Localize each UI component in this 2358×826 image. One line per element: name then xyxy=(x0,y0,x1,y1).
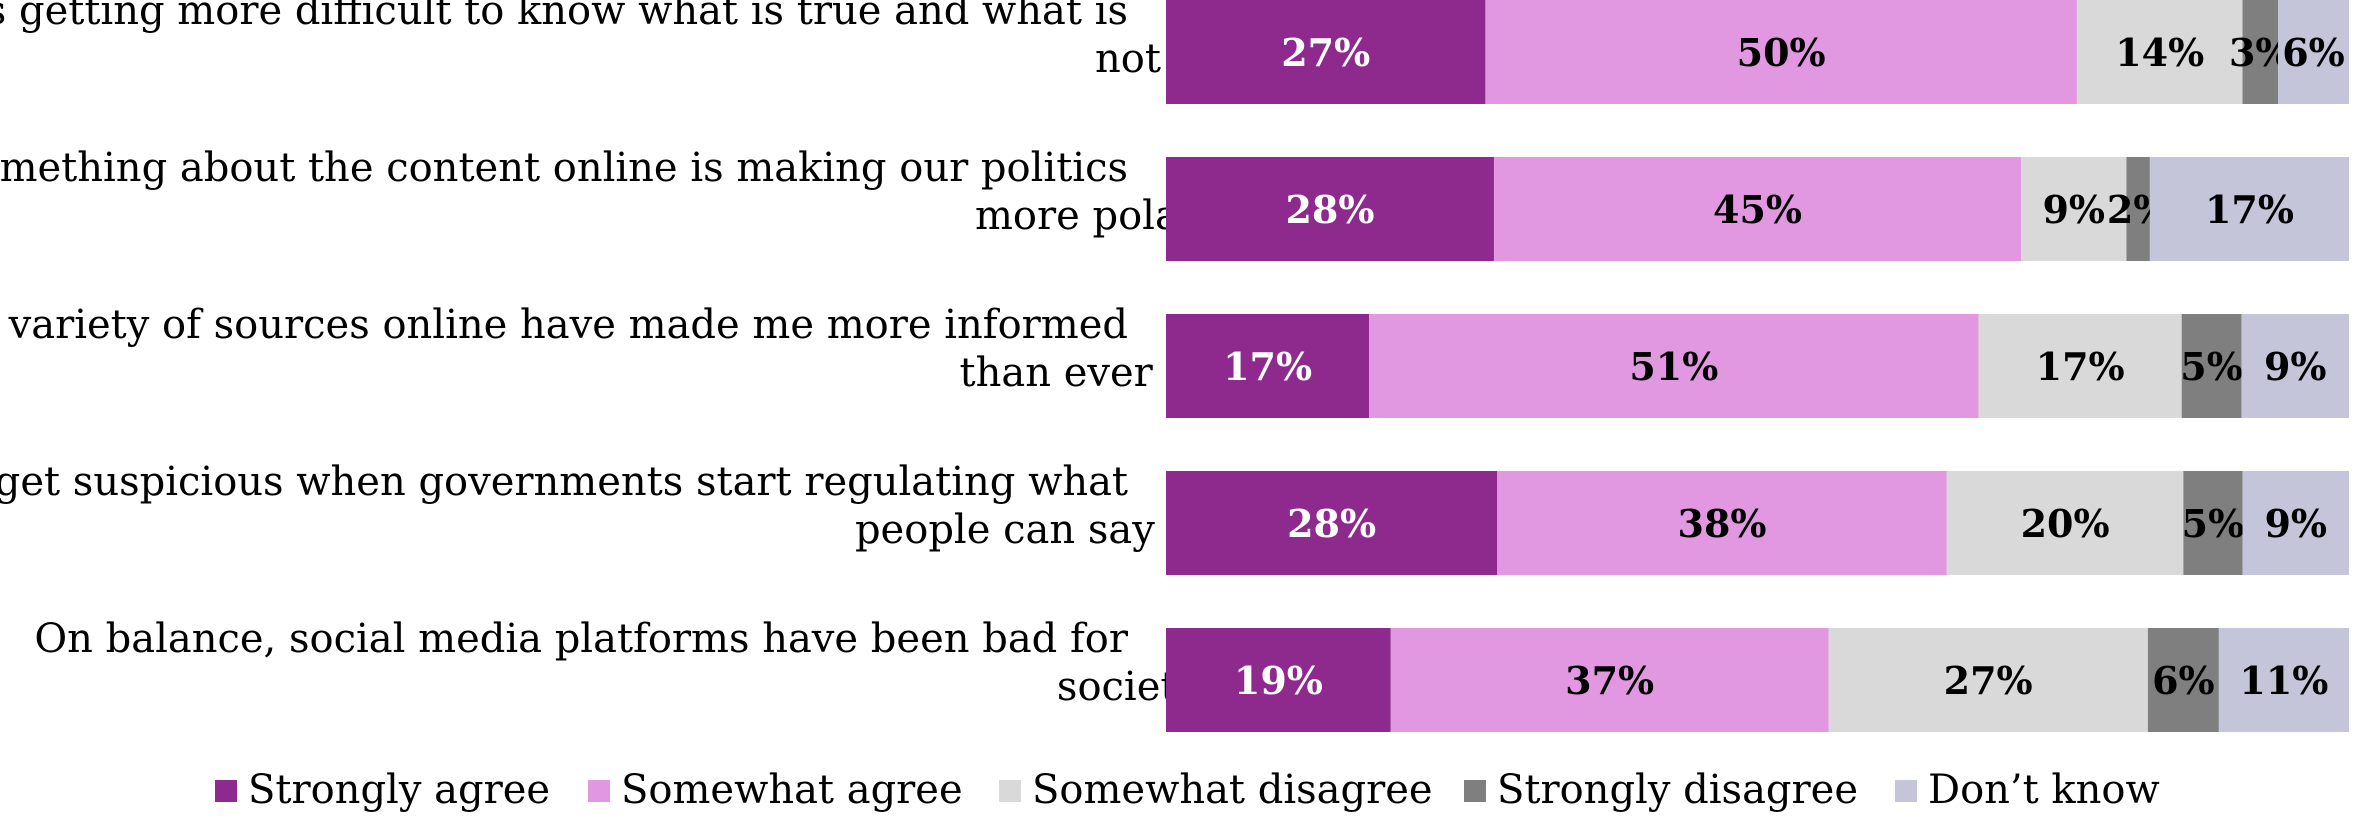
bar-row-4: I get suspicious when governments start … xyxy=(0,459,2349,575)
legend-label: Somewhat agree xyxy=(621,767,963,813)
data-label: 5% xyxy=(2182,501,2245,546)
bar-segment-strongly-agree xyxy=(1166,628,1391,732)
category-label-line: It’s getting more difficult to know what… xyxy=(0,0,1128,34)
legend-swatch xyxy=(588,780,610,802)
data-label: 17% xyxy=(2205,187,2294,232)
bar-segment-somewhat-disagree xyxy=(1978,314,2182,418)
bar-segment-strongly-agree xyxy=(1166,157,1494,261)
legend-item-somewhat-disagree: Somewhat disagree xyxy=(999,767,1433,813)
bar-segment-strongly-agree xyxy=(1166,0,1486,104)
category-label-line: The variety of sources online have made … xyxy=(0,302,1128,348)
data-label: 9% xyxy=(2264,344,2327,389)
data-label: 9% xyxy=(2042,187,2105,232)
legend-label: Don’t know xyxy=(1928,767,2160,813)
data-label: 28% xyxy=(1287,501,1376,546)
data-label: 38% xyxy=(1678,501,1767,546)
data-label: 50% xyxy=(1737,30,1826,75)
bar-segment-don-t-know xyxy=(2218,628,2349,732)
legend-swatch xyxy=(1464,780,1486,802)
data-label: 17% xyxy=(1223,344,1312,389)
bar-segment-don-t-know xyxy=(2149,157,2349,261)
legend-item-somewhat-agree: Somewhat agree xyxy=(588,767,963,813)
data-label: 45% xyxy=(1713,187,1802,232)
bar-row-2: Something about the content online is ma… xyxy=(0,145,2349,261)
legend-label: Strongly agree xyxy=(248,767,550,813)
bar-segment-somewhat-disagree xyxy=(2076,0,2243,104)
bar-segment-don-t-know xyxy=(2278,0,2349,104)
category-label-5: On balance, social media platforms have … xyxy=(34,616,1199,710)
data-label: 14% xyxy=(2115,30,2204,75)
data-label: 27% xyxy=(1944,658,2033,703)
category-label-1: It’s getting more difficult to know what… xyxy=(0,0,1161,82)
data-label: 11% xyxy=(2239,658,2328,703)
category-label-line: Something about the content online is ma… xyxy=(0,145,1128,191)
legend-label: Strongly disagree xyxy=(1497,767,1858,813)
bar-segment-somewhat-disagree xyxy=(1828,628,2148,732)
bar-segment-somewhat-agree xyxy=(1497,471,1947,575)
data-label: 9% xyxy=(2264,501,2327,546)
category-label-line: not xyxy=(1095,36,1161,82)
category-label-line: I get suspicious when governments start … xyxy=(0,459,1128,505)
bar-segment-strongly-disagree xyxy=(2181,314,2242,418)
bar-segment-strongly-agree xyxy=(1166,314,1370,418)
bar-segment-don-t-know xyxy=(2241,314,2349,418)
bar-row-1: It’s getting more difficult to know what… xyxy=(0,0,2349,104)
legend-swatch xyxy=(1895,780,1917,802)
data-label: 5% xyxy=(2180,344,2243,389)
data-label: 6% xyxy=(2282,30,2345,75)
bar-segment-don-t-know xyxy=(2242,471,2349,575)
legend-swatch xyxy=(215,780,237,802)
data-label: 19% xyxy=(1234,658,1323,703)
bar-segment-somewhat-disagree xyxy=(1946,471,2184,575)
bar-segment-somewhat-disagree xyxy=(2021,157,2127,261)
data-label: 28% xyxy=(1285,187,1374,232)
data-label: 17% xyxy=(2036,344,2125,389)
category-label-3: The variety of sources online have made … xyxy=(0,302,1296,396)
bar-segment-somewhat-agree xyxy=(1390,628,1829,732)
bar-row-3: The variety of sources online have made … xyxy=(0,302,2349,418)
legend: Strongly agree Somewhat agree Somewhat dis… xyxy=(215,767,2160,813)
category-label-2: Something about the content online is ma… xyxy=(0,145,1281,239)
legend-item-strongly-disagree: Strongly disagree xyxy=(1464,767,1858,813)
data-label: 20% xyxy=(2021,501,2110,546)
bar-segment-somewhat-agree xyxy=(1485,0,2077,104)
bar-segment-strongly-disagree xyxy=(2183,471,2243,575)
bar-segment-strongly-disagree xyxy=(2147,628,2219,732)
legend-item-strongly-agree: Strongly agree xyxy=(215,767,550,813)
legend-item-don-t-know: Don’t know xyxy=(1895,767,2160,813)
bar-segment-somewhat-agree xyxy=(1369,314,1979,418)
bar-row-5: On balance, social media platforms have … xyxy=(34,616,2349,732)
data-label: 51% xyxy=(1629,344,1718,389)
bar-segment-strongly-disagree xyxy=(2126,157,2150,261)
data-label: 6% xyxy=(2152,658,2215,703)
data-label: 37% xyxy=(1565,658,1654,703)
bar-segment-strongly-agree xyxy=(1166,471,1498,575)
data-label: 27% xyxy=(1281,30,1370,75)
legend-label: Somewhat disagree xyxy=(1032,767,1433,813)
chart-rows: It’s getting more difficult to know what… xyxy=(0,0,2349,732)
category-label-line: On balance, social media platforms have … xyxy=(34,616,1129,662)
bar-segment-somewhat-agree xyxy=(1493,157,2022,261)
legend-swatch xyxy=(999,780,1021,802)
bar-segment-strongly-disagree xyxy=(2242,0,2279,104)
